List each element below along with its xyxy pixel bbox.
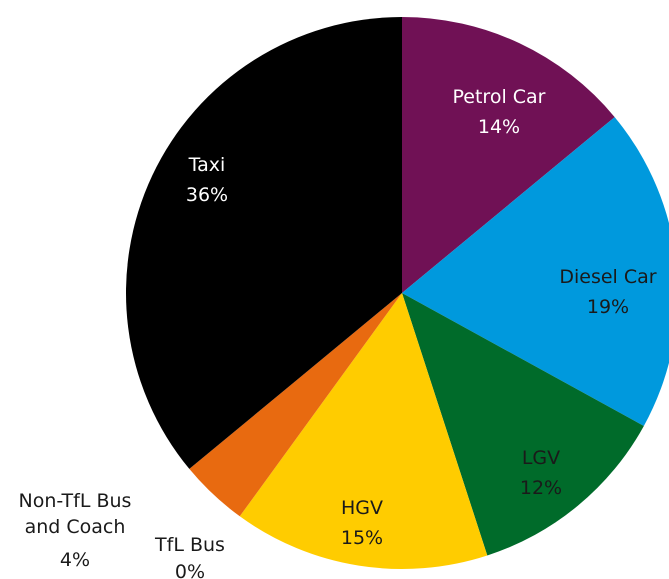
value-label: 15% [340, 527, 384, 549]
value-label: 19% [586, 296, 630, 318]
slice-label: Petrol Car [452, 86, 546, 108]
value-label: 14% [477, 116, 521, 138]
slice-label: LGV [521, 447, 561, 469]
slice-label: TfL Bus [155, 534, 225, 556]
pie-slice [189, 293, 402, 517]
pie-slice [239, 293, 488, 569]
value-label: 4% [59, 549, 91, 571]
pie-slice [402, 293, 644, 556]
pie-slice [402, 117, 669, 426]
slice-label: Non-TfL Bus and Coach [18, 490, 132, 538]
pie-slice [402, 17, 615, 293]
slice-label: Diesel Car [559, 266, 657, 288]
value-label: 0% [174, 561, 206, 579]
value-label: 36% [185, 184, 229, 206]
slice-label: Taxi [188, 154, 226, 176]
slice-label: HGV [340, 497, 383, 519]
value-label: 12% [519, 477, 563, 499]
pie-slice [126, 17, 402, 469]
